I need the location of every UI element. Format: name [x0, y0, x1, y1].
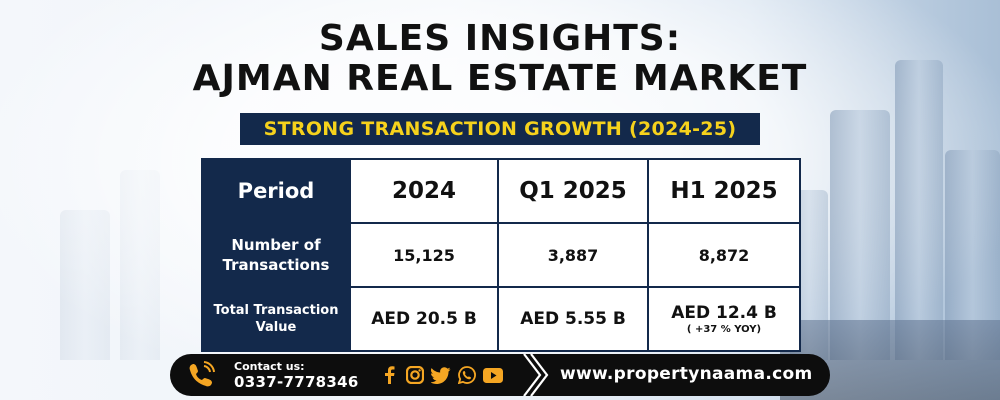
period-header: Period	[201, 158, 351, 224]
column-header: Q1 2025	[497, 158, 649, 224]
table-cell: 3,887	[497, 222, 649, 288]
table-cell: 15,125	[349, 222, 499, 288]
contact-label: Contact us:	[234, 360, 305, 373]
website-link[interactable]: www.propertynaama.com	[560, 364, 813, 384]
table-cell: 8,872	[647, 222, 801, 288]
title-line-1: SALES INSIGHTS:	[318, 18, 682, 59]
contact-phone[interactable]: 0337-7778346	[234, 373, 359, 391]
subtitle-banner: STRONG TRANSACTION GROWTH (2024-25)	[240, 113, 760, 145]
table-cell-with-note: AED 12.4 B ( +37 % YOY)	[647, 286, 801, 352]
background-tower	[830, 110, 890, 360]
table-row: Number of Transactions 15,125 3,887 8,87…	[201, 222, 801, 288]
table-cell: AED 20.5 B	[349, 286, 499, 352]
phone-icon	[189, 361, 215, 387]
column-header: H1 2025	[647, 158, 801, 224]
whatsapp-icon[interactable]	[457, 365, 477, 385]
background-tower	[895, 60, 943, 360]
social-icons	[379, 365, 503, 385]
table-row: Total Transaction Value AED 20.5 B AED 5…	[201, 286, 801, 352]
twitter-icon[interactable]	[431, 365, 451, 385]
column-header: 2024	[349, 158, 499, 224]
row-label: Total Transaction Value	[201, 286, 351, 352]
yoy-note: ( +37 % YOY)	[686, 324, 762, 335]
sales-table: Period 2024 Q1 2025 H1 2025 Number of Tr…	[201, 158, 801, 352]
table-cell-value: AED 12.4 B	[671, 303, 777, 323]
title-line-2: AJMAN REAL ESTATE MARKET	[192, 58, 808, 99]
row-label: Number of Transactions	[201, 222, 351, 288]
youtube-icon[interactable]	[483, 365, 503, 385]
table-header-row: Period 2024 Q1 2025 H1 2025	[201, 158, 801, 224]
instagram-icon[interactable]	[405, 365, 425, 385]
facebook-icon[interactable]	[379, 365, 399, 385]
footer-divider-stripes	[523, 354, 549, 396]
table-cell: AED 5.55 B	[497, 286, 649, 352]
